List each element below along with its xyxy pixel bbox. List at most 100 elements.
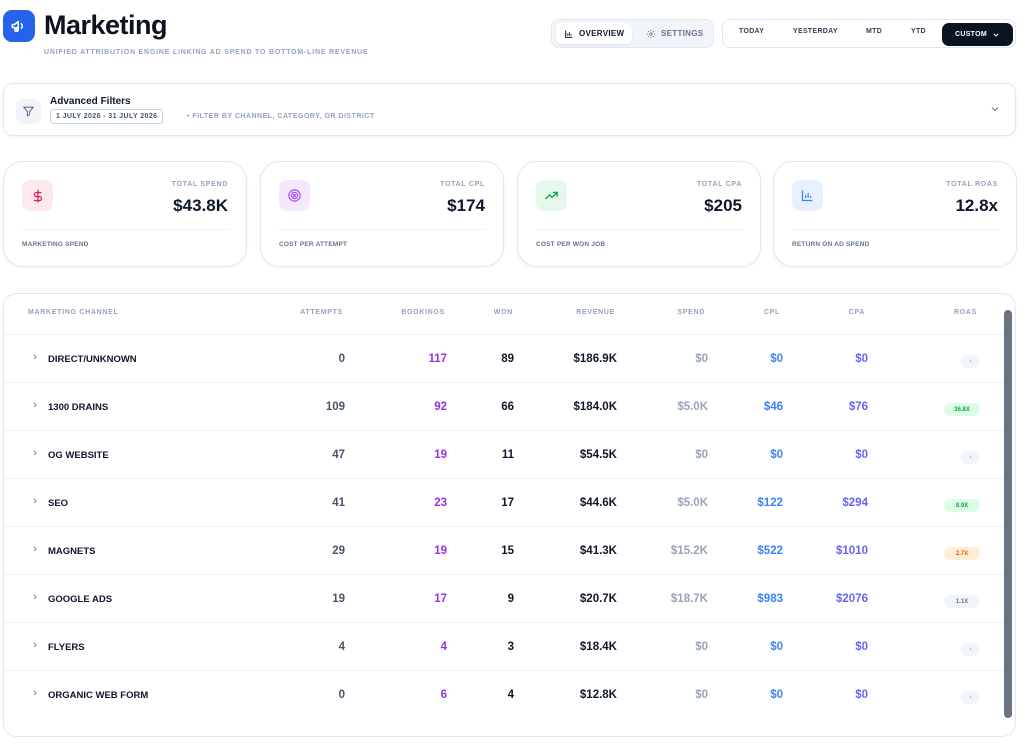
- chevron-right-icon[interactable]: [31, 401, 39, 409]
- date-custom-button[interactable]: CUSTOM: [942, 23, 1013, 46]
- date-range-selector: TODAY YESTERDAY MTD YTD CUSTOM: [722, 19, 1016, 48]
- chevron-right-icon[interactable]: [31, 353, 39, 361]
- bar-chart-icon: [792, 180, 823, 211]
- attempts-value: 29: [332, 545, 345, 557]
- cpa-value: $294: [842, 497, 868, 509]
- view-toggle: OVERVIEW SETTINGS: [551, 19, 714, 48]
- table-scrollbar[interactable]: [1004, 310, 1012, 718]
- col-header-roas[interactable]: ROAS: [953, 309, 977, 316]
- roas-badge: 1.1X: [944, 595, 980, 608]
- date-ytd-button[interactable]: YTD: [911, 28, 926, 35]
- bar-chart-icon: [565, 30, 573, 38]
- bookings-value: 19: [434, 449, 447, 461]
- won-value: 9: [507, 593, 514, 605]
- col-header-channel[interactable]: MARKETING CHANNEL: [28, 309, 119, 316]
- won-value: 89: [501, 353, 514, 365]
- cpl-value: $983: [757, 593, 783, 605]
- kpi-label: TOTAL SPEND: [171, 181, 228, 188]
- chevron-right-icon[interactable]: [31, 545, 39, 553]
- chevron-right-icon[interactable]: [31, 497, 39, 505]
- table-row[interactable]: SEO 41 23 17 $44.6K $5.0K $122 $294 8.9X: [4, 478, 1004, 526]
- kpi-label: TOTAL CPL: [440, 181, 485, 188]
- advanced-filters-panel[interactable]: Advanced Filters 1 JULY 2026 - 31 JULY 2…: [3, 83, 1016, 136]
- spend-value: $0: [695, 449, 708, 461]
- cpa-value: $0: [855, 353, 868, 365]
- cpa-value: $2076: [836, 593, 868, 605]
- date-today-button[interactable]: TODAY: [739, 28, 765, 35]
- kpi-card: TOTAL CPL $174 COST PER ATTEMPT: [260, 161, 504, 267]
- won-value: 11: [501, 449, 514, 461]
- table-row[interactable]: 1300 DRAINS 109 92 66 $184.0K $5.0K $46 $76 36.8…: [4, 382, 1004, 430]
- revenue-value: $18.4K: [579, 641, 617, 653]
- spend-value: $0: [695, 353, 708, 365]
- channel-name: MAGNETS: [48, 546, 96, 557]
- trend-up-icon: [536, 180, 567, 211]
- gear-icon: [646, 29, 656, 38]
- kpi-label: TOTAL ROAS: [946, 181, 998, 188]
- kpi-footer: COST PER WON JOB: [536, 241, 606, 248]
- cpa-value: $0: [855, 641, 868, 653]
- table-row[interactable]: ORGANIC WEB FORM 0 6 4 $12.8K $0 $0 $0 -: [4, 670, 1004, 718]
- table-row[interactable]: MAGNETS 29 19 15 $41.3K $15.2K $522 $1010 2.7X: [4, 526, 1004, 574]
- chevron-right-icon[interactable]: [31, 593, 39, 601]
- filters-hint: • FILTER BY CHANNEL, CATEGORY, OR DISTRI…: [187, 113, 375, 120]
- kpi-footer: COST PER ATTEMPT: [279, 241, 348, 248]
- roas-badge: 36.8X: [944, 403, 980, 416]
- channel-table: MARKETING CHANNEL ATTEMPTS BOOKINGS WON …: [3, 293, 1016, 737]
- kpi-card: TOTAL ROAS 12.8x RETURN ON AD SPEND: [773, 161, 1017, 267]
- spend-value: $0: [695, 641, 708, 653]
- target-icon: [279, 180, 310, 211]
- table-row[interactable]: FLYERS 4 4 3 $18.4K $0 $0 $0 -: [4, 622, 1004, 670]
- bookings-value: 19: [434, 545, 447, 557]
- spend-value: $18.7K: [670, 593, 708, 605]
- tab-settings[interactable]: SETTINGS: [638, 23, 711, 44]
- chevron-right-icon[interactable]: [31, 689, 39, 697]
- table-row[interactable]: GOOGLE ADS 19 17 9 $20.7K $18.7K $983 $2076 1.1X: [4, 574, 1004, 622]
- col-header-cpl[interactable]: CPL: [763, 309, 780, 316]
- roas-badge: -: [961, 643, 980, 656]
- won-value: 66: [501, 401, 514, 413]
- col-header-attempts[interactable]: ATTEMPTS: [300, 309, 343, 316]
- won-value: 4: [507, 689, 514, 701]
- col-header-won[interactable]: WON: [493, 309, 513, 316]
- kpi-value: $174: [447, 196, 485, 215]
- revenue-value: $20.7K: [579, 593, 617, 605]
- col-header-spend[interactable]: SPEND: [677, 309, 705, 316]
- kpi-value: $205: [704, 196, 742, 215]
- dollar-icon: [22, 180, 53, 211]
- channel-name: FLYERS: [48, 642, 85, 653]
- kpi-footer: MARKETING SPEND: [22, 241, 89, 248]
- bookings-value: 17: [434, 593, 447, 605]
- chevron-down-icon: [993, 33, 999, 37]
- attempts-value: 0: [338, 689, 345, 701]
- kpi-card: TOTAL SPEND $43.8K MARKETING SPEND: [3, 161, 247, 267]
- page-subtitle: UNIFIED ATTRIBUTION ENGINE LINKING AD SP…: [44, 49, 369, 56]
- table-row[interactable]: OG WEBSITE 47 19 11 $54.5K $0 $0 $0 -: [4, 430, 1004, 478]
- chevron-right-icon[interactable]: [31, 449, 39, 457]
- date-yesterday-button[interactable]: YESTERDAY: [793, 28, 838, 35]
- cpl-value: $0: [770, 689, 783, 701]
- megaphone-icon: [3, 10, 35, 42]
- roas-badge: -: [961, 355, 980, 368]
- attempts-value: 0: [338, 353, 345, 365]
- date-mtd-button[interactable]: MTD: [866, 28, 883, 35]
- kpi-card: TOTAL CPA $205 COST PER WON JOB: [517, 161, 761, 267]
- cpl-value: $0: [770, 641, 783, 653]
- bookings-value: 23: [434, 497, 447, 509]
- cpl-value: $522: [757, 545, 783, 557]
- col-header-revenue[interactable]: REVENUE: [576, 309, 615, 316]
- tab-overview[interactable]: OVERVIEW: [556, 23, 633, 44]
- table-row[interactable]: DIRECT/UNKNOWN 0 117 89 $186.9K $0 $0 $0 -: [4, 334, 1004, 382]
- filters-date-range[interactable]: 1 JULY 2026 - 31 JULY 2026: [50, 109, 164, 124]
- cpl-value: $46: [763, 401, 783, 413]
- attempts-value: 19: [332, 593, 345, 605]
- bookings-value: 4: [440, 641, 447, 653]
- cpl-value: $0: [770, 353, 783, 365]
- col-header-bookings[interactable]: BOOKINGS: [401, 309, 445, 316]
- col-header-cpa[interactable]: CPA: [848, 309, 865, 316]
- attempts-value: 4: [338, 641, 345, 653]
- expand-chevron-icon[interactable]: [989, 103, 1001, 115]
- divider: [792, 229, 998, 230]
- spend-value: $5.0K: [677, 401, 708, 413]
- chevron-right-icon[interactable]: [31, 641, 39, 649]
